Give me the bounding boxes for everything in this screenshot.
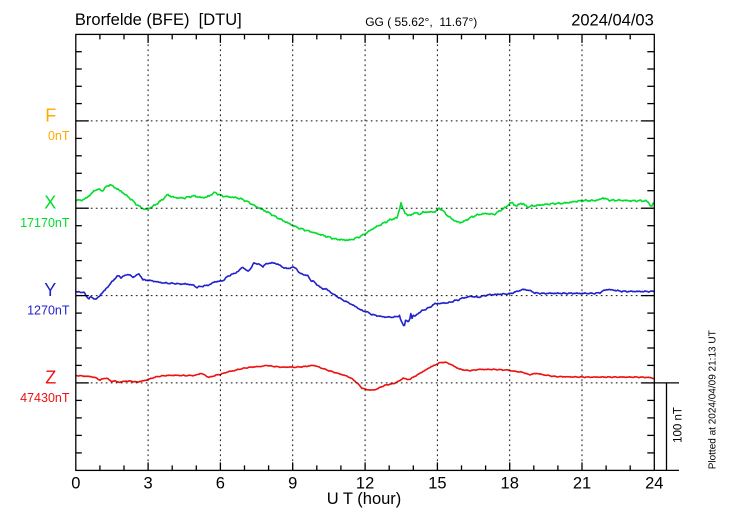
svg-text:Y: Y [44, 280, 56, 300]
svg-text:X: X [44, 193, 56, 213]
svg-text:15: 15 [428, 474, 446, 492]
svg-text:Brorfelde (BFE) [DTU]: Brorfelde (BFE) [DTU] [75, 11, 242, 29]
svg-text:9: 9 [288, 474, 297, 492]
svg-text:1270nT: 1270nT [27, 304, 70, 318]
svg-text:2024/04/03: 2024/04/03 [571, 12, 654, 30]
svg-text:Z: Z [45, 367, 56, 387]
svg-text:18: 18 [501, 474, 519, 492]
svg-text:Plotted at 2024/04/09 21:13 UT: Plotted at 2024/04/09 21:13 UT [707, 330, 718, 469]
svg-text:0nT: 0nT [48, 129, 70, 143]
svg-text:0: 0 [71, 474, 80, 492]
svg-text:3: 3 [144, 474, 153, 492]
svg-text:24: 24 [645, 474, 663, 492]
svg-text:17170nT: 17170nT [20, 216, 70, 230]
svg-text:47430nT: 47430nT [20, 391, 70, 405]
svg-text:100 nT: 100 nT [672, 407, 684, 443]
svg-text:U T (hour): U T (hour) [327, 490, 402, 508]
svg-text:21: 21 [573, 474, 591, 492]
svg-text:6: 6 [216, 474, 225, 492]
svg-text:12: 12 [356, 474, 374, 492]
svg-text:GG ( 55.62°, 11.67°): GG ( 55.62°, 11.67°) [365, 15, 477, 29]
svg-text:F: F [45, 105, 56, 125]
